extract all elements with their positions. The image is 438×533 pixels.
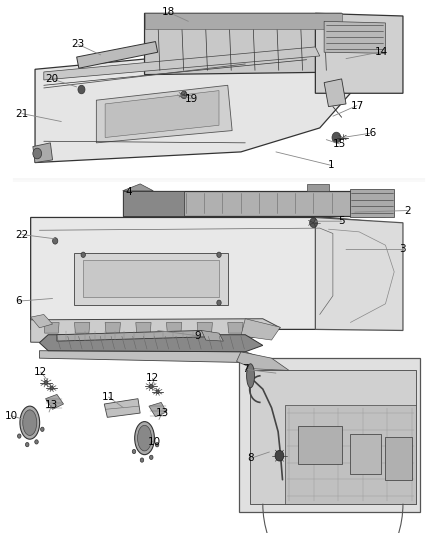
Polygon shape <box>197 322 212 333</box>
Polygon shape <box>31 217 385 329</box>
Text: 17: 17 <box>350 101 364 110</box>
Polygon shape <box>57 330 206 341</box>
Polygon shape <box>350 189 394 217</box>
Polygon shape <box>105 322 120 333</box>
Polygon shape <box>385 437 412 480</box>
Polygon shape <box>166 322 182 333</box>
Polygon shape <box>39 335 263 352</box>
Circle shape <box>275 450 284 461</box>
Text: 2: 2 <box>404 206 411 215</box>
Text: 8: 8 <box>247 454 254 463</box>
Polygon shape <box>136 322 151 333</box>
Polygon shape <box>105 91 219 138</box>
Circle shape <box>132 449 136 454</box>
Circle shape <box>217 300 221 305</box>
Circle shape <box>149 384 153 389</box>
Polygon shape <box>145 13 342 29</box>
Text: 4: 4 <box>126 187 133 197</box>
Polygon shape <box>201 330 223 341</box>
Circle shape <box>53 238 58 244</box>
Ellipse shape <box>138 425 152 451</box>
Circle shape <box>149 455 153 459</box>
Polygon shape <box>39 351 263 362</box>
Circle shape <box>217 252 221 257</box>
Polygon shape <box>35 43 350 163</box>
Polygon shape <box>83 260 219 297</box>
Polygon shape <box>285 405 416 504</box>
Text: 23: 23 <box>71 39 85 49</box>
Ellipse shape <box>135 422 154 455</box>
Polygon shape <box>74 253 228 305</box>
Polygon shape <box>77 42 158 68</box>
Ellipse shape <box>20 406 39 439</box>
Circle shape <box>33 148 42 159</box>
Polygon shape <box>44 322 59 333</box>
Circle shape <box>140 458 144 462</box>
Circle shape <box>156 390 159 394</box>
Text: 21: 21 <box>15 109 28 118</box>
Polygon shape <box>324 21 385 53</box>
Text: 20: 20 <box>45 74 58 84</box>
Polygon shape <box>31 314 53 328</box>
Polygon shape <box>149 402 166 417</box>
Circle shape <box>78 85 85 94</box>
Circle shape <box>50 386 53 390</box>
Circle shape <box>35 440 38 444</box>
Circle shape <box>332 132 341 143</box>
Circle shape <box>155 442 159 447</box>
Polygon shape <box>74 322 90 333</box>
Ellipse shape <box>247 364 254 388</box>
Circle shape <box>41 427 44 431</box>
Text: 15: 15 <box>333 139 346 149</box>
Circle shape <box>181 91 187 99</box>
Polygon shape <box>315 217 403 330</box>
Polygon shape <box>46 394 64 409</box>
Text: 9: 9 <box>194 331 201 341</box>
Polygon shape <box>324 79 346 107</box>
Polygon shape <box>237 352 289 370</box>
Circle shape <box>18 434 21 438</box>
Text: 14: 14 <box>375 47 389 56</box>
Polygon shape <box>44 47 320 80</box>
Text: 13: 13 <box>45 400 58 410</box>
Text: 16: 16 <box>364 128 377 138</box>
Polygon shape <box>315 13 403 93</box>
Text: 10: 10 <box>4 411 18 421</box>
Polygon shape <box>298 426 342 464</box>
Circle shape <box>25 442 29 447</box>
Polygon shape <box>33 143 53 163</box>
Polygon shape <box>96 85 232 143</box>
Circle shape <box>44 381 48 385</box>
Circle shape <box>81 252 85 257</box>
Text: 6: 6 <box>15 296 22 306</box>
Polygon shape <box>241 319 280 340</box>
Polygon shape <box>250 370 416 504</box>
Circle shape <box>310 218 318 228</box>
Text: 10: 10 <box>148 438 161 447</box>
Ellipse shape <box>23 410 37 435</box>
Polygon shape <box>228 322 243 333</box>
Polygon shape <box>123 184 153 191</box>
Polygon shape <box>350 434 381 474</box>
Text: 11: 11 <box>102 392 115 402</box>
Text: 22: 22 <box>15 230 28 239</box>
Polygon shape <box>145 13 350 75</box>
Text: 19: 19 <box>185 94 198 103</box>
Polygon shape <box>123 191 184 216</box>
Text: 12: 12 <box>34 367 47 377</box>
Polygon shape <box>123 191 385 216</box>
Polygon shape <box>104 399 140 417</box>
Text: 1: 1 <box>327 160 334 170</box>
Text: 12: 12 <box>146 374 159 383</box>
Text: 13: 13 <box>155 408 169 418</box>
Text: 3: 3 <box>399 245 406 254</box>
Polygon shape <box>239 358 420 512</box>
Polygon shape <box>31 319 280 344</box>
Text: 18: 18 <box>162 7 175 17</box>
Text: 7: 7 <box>242 365 249 374</box>
Text: 5: 5 <box>338 216 345 226</box>
Polygon shape <box>307 184 328 191</box>
